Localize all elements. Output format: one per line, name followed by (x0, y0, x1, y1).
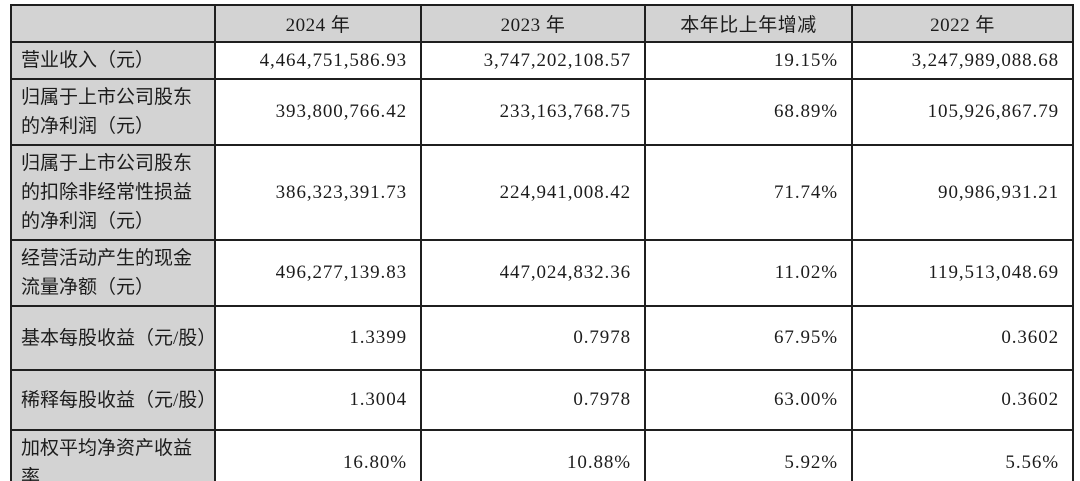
row-label-deducted-net-profit: 归属于上市公司股东的扣除非经常性损益的净利润（元） (10, 144, 216, 241)
cell-deducted-net-profit-2023: 224,941,008.42 (420, 144, 646, 241)
col-header-2024: 2024 年 (214, 4, 422, 43)
table-row-weighted-avg-roe: 加权平均净资产收益率 16.80% 10.88% 5.92% 5.56% (10, 429, 1074, 481)
table-row-deducted-net-profit: 归属于上市公司股东的扣除非经常性损益的净利润（元） 386,323,391.73… (10, 144, 1074, 241)
cell-weighted-avg-roe-2023: 10.88% (420, 429, 646, 481)
row-label-revenue: 营业收入（元） (10, 41, 216, 80)
row-label-operating-cash-flow: 经营活动产生的现金流量净额（元） (10, 239, 216, 307)
col-header-2023: 2023 年 (420, 4, 646, 43)
cell-basic-eps-change: 67.95% (644, 305, 853, 371)
col-header-2022: 2022 年 (851, 4, 1074, 43)
cell-revenue-2023: 3,747,202,108.57 (420, 41, 646, 80)
cell-basic-eps-2022: 0.3602 (851, 305, 1074, 371)
cell-revenue-2022: 3,247,989,088.68 (851, 41, 1074, 80)
cell-operating-cash-flow-change: 11.02% (644, 239, 853, 307)
cell-weighted-avg-roe-2024: 16.80% (214, 429, 422, 481)
financial-summary-table: 2024 年 2023 年 本年比上年增减 2022 年 营业收入（元） 4,4… (10, 4, 1074, 481)
cell-operating-cash-flow-2023: 447,024,832.36 (420, 239, 646, 307)
corner-cell (10, 4, 216, 43)
header-row: 2024 年 2023 年 本年比上年增减 2022 年 (10, 4, 1074, 43)
row-label-net-profit: 归属于上市公司股东的净利润（元） (10, 78, 216, 146)
cell-deducted-net-profit-change: 71.74% (644, 144, 853, 241)
row-label-weighted-avg-roe: 加权平均净资产收益率 (10, 429, 216, 481)
cell-deducted-net-profit-2024: 386,323,391.73 (214, 144, 422, 241)
cell-diluted-eps-2022: 0.3602 (851, 369, 1074, 431)
cell-revenue-2024: 4,464,751,586.93 (214, 41, 422, 80)
cell-net-profit-2023: 233,163,768.75 (420, 78, 646, 146)
cell-operating-cash-flow-2022: 119,513,048.69 (851, 239, 1074, 307)
cell-basic-eps-2024: 1.3399 (214, 305, 422, 371)
row-label-basic-eps: 基本每股收益（元/股） (10, 305, 216, 371)
cell-basic-eps-2023: 0.7978 (420, 305, 646, 371)
cell-diluted-eps-2024: 1.3004 (214, 369, 422, 431)
cell-net-profit-2024: 393,800,766.42 (214, 78, 422, 146)
cell-diluted-eps-2023: 0.7978 (420, 369, 646, 431)
cell-weighted-avg-roe-change: 5.92% (644, 429, 853, 481)
table-row-basic-eps: 基本每股收益（元/股） 1.3399 0.7978 67.95% 0.3602 (10, 305, 1074, 371)
cell-net-profit-change: 68.89% (644, 78, 853, 146)
cell-diluted-eps-change: 63.00% (644, 369, 853, 431)
cell-weighted-avg-roe-2022: 5.56% (851, 429, 1074, 481)
table-row-diluted-eps: 稀释每股收益（元/股） 1.3004 0.7978 63.00% 0.3602 (10, 369, 1074, 431)
table-row-operating-cash-flow: 经营活动产生的现金流量净额（元） 496,277,139.83 447,024,… (10, 239, 1074, 307)
cell-revenue-change: 19.15% (644, 41, 853, 80)
row-label-diluted-eps: 稀释每股收益（元/股） (10, 369, 216, 431)
col-header-yoy-change: 本年比上年增减 (644, 4, 853, 43)
cell-deducted-net-profit-2022: 90,986,931.21 (851, 144, 1074, 241)
table-row-revenue: 营业收入（元） 4,464,751,586.93 3,747,202,108.5… (10, 41, 1074, 80)
cell-net-profit-2022: 105,926,867.79 (851, 78, 1074, 146)
cell-operating-cash-flow-2024: 496,277,139.83 (214, 239, 422, 307)
table-row-net-profit: 归属于上市公司股东的净利润（元） 393,800,766.42 233,163,… (10, 78, 1074, 146)
